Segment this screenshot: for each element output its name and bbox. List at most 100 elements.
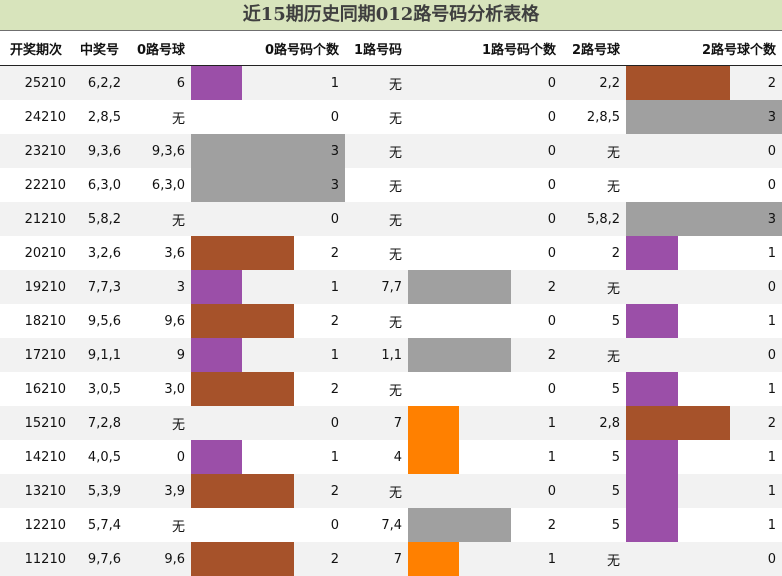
route1-numbers-cell: 7 (345, 406, 408, 440)
count-value: 0 (768, 144, 776, 159)
period-cell: 17210 (0, 338, 72, 372)
route0-count-cell: 3 (191, 168, 345, 202)
count-value: 0 (548, 110, 556, 125)
route0-count-cell: 0 (191, 100, 345, 134)
route1-numbers-cell: 无 (345, 66, 408, 101)
route0-balls-cell: 3 (127, 270, 191, 304)
count-bar (626, 236, 678, 270)
winning-number-cell: 9,5,6 (72, 304, 127, 338)
count-bar (191, 474, 294, 508)
count-bar (626, 440, 678, 474)
route1-count-cell: 0 (408, 236, 562, 270)
count-value: 2 (331, 484, 339, 499)
count-bar (626, 406, 730, 440)
route1-count-cell: 0 (408, 168, 562, 202)
route0-balls-cell: 无 (127, 202, 191, 236)
count-value: 1 (768, 382, 776, 397)
route1-numbers-cell: 无 (345, 168, 408, 202)
period-cell: 24210 (0, 100, 72, 134)
route0-count-cell: 1 (191, 66, 345, 101)
period-cell: 16210 (0, 372, 72, 406)
header-route0-balls: 0路号球 (127, 31, 191, 66)
header-period: 开奖期次 (0, 31, 72, 66)
count-value: 0 (768, 348, 776, 363)
route2-balls-cell: 无 (562, 338, 626, 372)
route1-numbers-cell: 7,4 (345, 508, 408, 542)
route2-count-cell: 0 (626, 168, 782, 202)
period-cell: 18210 (0, 304, 72, 338)
count-bar (191, 66, 242, 100)
route2-count-cell: 1 (626, 372, 782, 406)
count-value: 1 (768, 246, 776, 261)
route2-count-cell: 1 (626, 236, 782, 270)
route1-count-cell: 0 (408, 66, 562, 101)
route1-count-cell: 2 (408, 508, 562, 542)
winning-number-cell: 4,0,5 (72, 440, 127, 474)
route0-count-cell: 0 (191, 508, 345, 542)
period-cell: 13210 (0, 474, 72, 508)
route2-balls-cell: 2,8,5 (562, 100, 626, 134)
route0-count-cell: 2 (191, 542, 345, 576)
route0-balls-cell: 6,3,0 (127, 168, 191, 202)
count-bar (626, 202, 782, 236)
route1-count-cell: 1 (408, 440, 562, 474)
route0-balls-cell: 9,3,6 (127, 134, 191, 168)
route2-balls-cell: 无 (562, 270, 626, 304)
count-bar (191, 338, 242, 372)
page-title: 近15期历史同期012路号码分析表格 (0, 0, 782, 31)
count-value: 2 (768, 76, 776, 91)
count-value: 0 (548, 212, 556, 227)
count-value: 3 (331, 178, 339, 193)
count-value: 1 (768, 314, 776, 329)
count-bar (191, 270, 242, 304)
count-value: 0 (548, 246, 556, 261)
period-cell: 25210 (0, 66, 72, 101)
route1-numbers-cell: 无 (345, 236, 408, 270)
count-bar (191, 236, 294, 270)
count-value: 2 (331, 382, 339, 397)
count-value: 1 (331, 450, 339, 465)
route1-count-cell: 2 (408, 338, 562, 372)
count-value: 0 (768, 552, 776, 567)
count-value: 0 (331, 518, 339, 533)
route1-numbers-cell: 7,7 (345, 270, 408, 304)
winning-number-cell: 6,2,2 (72, 66, 127, 101)
winning-number-cell: 7,2,8 (72, 406, 127, 440)
route0-balls-cell: 无 (127, 100, 191, 134)
route1-count-cell: 0 (408, 304, 562, 338)
route1-numbers-cell: 7 (345, 542, 408, 576)
route0-balls-cell: 9,6 (127, 542, 191, 576)
route2-balls-cell: 5 (562, 372, 626, 406)
count-value: 0 (768, 280, 776, 295)
count-value: 0 (548, 178, 556, 193)
route0-balls-cell: 0 (127, 440, 191, 474)
count-bar (626, 474, 678, 508)
route1-count-cell: 1 (408, 542, 562, 576)
winning-number-cell: 9,1,1 (72, 338, 127, 372)
period-cell: 21210 (0, 202, 72, 236)
winning-number-cell: 5,8,2 (72, 202, 127, 236)
route1-numbers-cell: 无 (345, 372, 408, 406)
route1-count-cell: 0 (408, 100, 562, 134)
route1-count-cell: 0 (408, 474, 562, 508)
count-bar (408, 440, 459, 474)
count-bar (408, 508, 511, 542)
route2-count-cell: 0 (626, 338, 782, 372)
period-cell: 15210 (0, 406, 72, 440)
route2-count-cell: 2 (626, 406, 782, 440)
count-value: 0 (331, 416, 339, 431)
count-value: 2 (331, 314, 339, 329)
count-value: 1 (768, 450, 776, 465)
winning-number-cell: 9,7,6 (72, 542, 127, 576)
count-value: 0 (548, 484, 556, 499)
route2-balls-cell: 5 (562, 508, 626, 542)
header-winning-number: 中奖号 (72, 31, 127, 66)
count-value: 2 (548, 518, 556, 533)
